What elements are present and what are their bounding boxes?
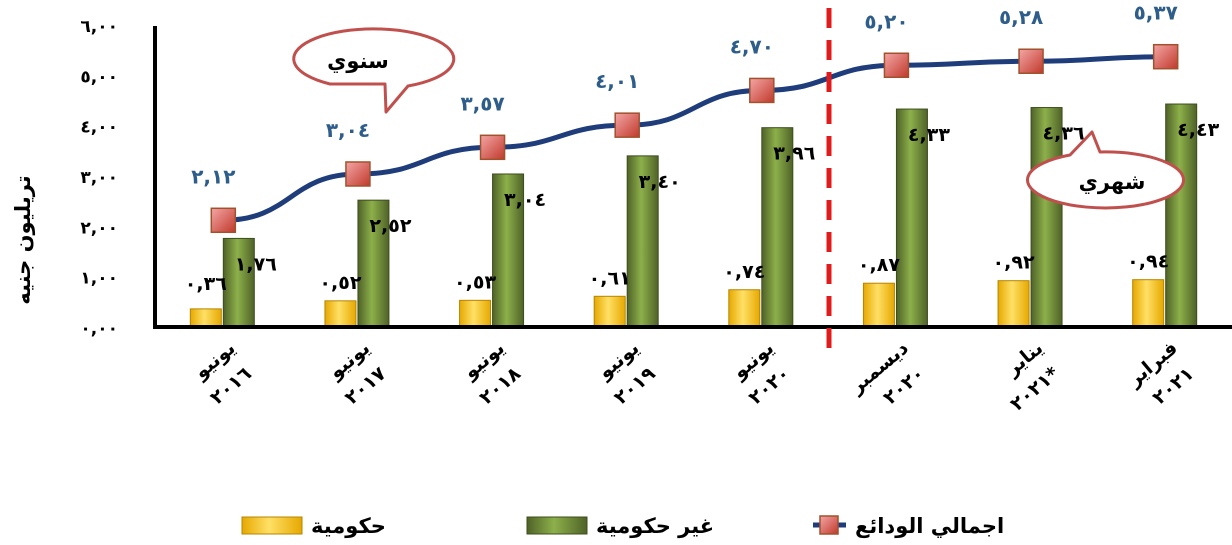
legend-label-nongov: غير حكومية — [596, 514, 714, 538]
y-axis-title: تريليون جنيه — [11, 175, 35, 304]
bar-gov-value-label: ٠,٧٤ — [723, 261, 765, 283]
total-deposits-value-label: ٣,٥٧ — [460, 91, 504, 115]
y-axis-title-text: تريليون جنيه — [11, 175, 35, 304]
bar-nongov — [626, 155, 659, 328]
legend-item-nongov: غير حكومية — [526, 514, 714, 538]
legend-item-gov: حكومية — [241, 514, 386, 538]
total-deposits-marker — [1018, 48, 1044, 74]
bar-nongov-value-label: ١,٧٦ — [235, 253, 277, 275]
total-deposits-value-label: ٥,٢٨ — [999, 5, 1043, 29]
legend-swatch-gov — [241, 516, 303, 535]
annotation-monthly: شهري — [1026, 130, 1185, 210]
legend-marker-swatch — [819, 515, 839, 535]
bar-gov — [459, 299, 492, 328]
legend-item-total: اجمالي الودائع — [813, 514, 1004, 538]
bar-nongov-value-label: ٣,٩٦ — [773, 143, 815, 165]
total-deposits-value-label: ٤,٠١ — [595, 69, 639, 93]
bar-gov-value-label: ٠,٩٢ — [993, 252, 1035, 274]
annotation-annual: سنوي — [292, 27, 456, 114]
y-axis-ticks: ٠,٠٠ ١,٠٠ ٢,٠٠ ٣,٠٠ ٤,٠٠ ٥,٠٠ ٦,٠٠ — [80, 17, 118, 339]
bar-gov — [324, 300, 357, 328]
bar-nongov — [357, 199, 390, 328]
total-deposits-marker — [479, 134, 506, 161]
bar-nongov-value-label: ٤,٣٣ — [908, 124, 950, 146]
y-tick-label: ٢,٠٠ — [80, 218, 118, 238]
bar-nongov — [761, 127, 794, 328]
total-deposits-marker — [883, 52, 910, 79]
bar-nongov — [222, 237, 255, 328]
bar-gov — [593, 295, 626, 328]
y-tick-label: ١,٠٠ — [80, 269, 118, 289]
total-deposits-marker — [614, 112, 640, 138]
y-tick-label: ٤,٠٠ — [80, 118, 118, 138]
y-tick-label: ٦,٠٠ — [80, 17, 118, 37]
bar-gov — [997, 280, 1030, 328]
annotation-monthly-bubble — [1026, 130, 1185, 210]
legend-label-gov: حكومية — [311, 514, 386, 538]
legend-label-total: اجمالي الودائع — [855, 514, 1004, 538]
total-deposits-marker — [345, 161, 371, 187]
bar-nongov — [895, 108, 928, 328]
bar-gov-value-label: ٠,٩٤ — [1127, 251, 1169, 273]
total-deposits-marker — [210, 207, 237, 234]
total-deposits-value-label: ٣,٠٤ — [326, 118, 370, 142]
annotation-monthly-text: شهري — [1079, 170, 1146, 195]
bar-nongov-value-label: ٤,٤٣ — [1177, 119, 1219, 141]
bar-nongov-value-label: ٣,٠٤ — [504, 189, 546, 211]
annotation-annual-bubble — [292, 27, 456, 114]
total-deposits-marker — [749, 77, 775, 104]
total-deposits-value-label: ٥,٢٠ — [864, 9, 908, 33]
total-deposits-value-label: ٤,٧٠ — [730, 34, 774, 58]
bars — [189, 103, 1198, 328]
legend-swatch-nongov — [526, 516, 588, 535]
total-deposits-series: ٢,١٢ ٣,٠٤ ٣,٥٧ ٤,٠١ ٤,٧٠ ٥,٢٠ ٥,٢٨ ٥,٣٧ — [191, 1, 1179, 234]
annotation-annual-text: سنوي — [327, 49, 389, 74]
bar-gov — [728, 289, 761, 328]
bar-gov-value-label: ٠,٣٦ — [185, 273, 227, 295]
total-deposits-value-label: ٢,١٢ — [191, 164, 235, 188]
bar-gov-value-label: ٠,٨٧ — [858, 254, 900, 276]
bar-gov-value-label: ٠,٥٣ — [454, 271, 496, 293]
bar-gov-value-label: ٠,٦١ — [589, 267, 631, 289]
bar-gov — [189, 308, 222, 328]
y-tick-label: ٥,٠٠ — [80, 67, 118, 87]
bar-gov — [862, 282, 895, 328]
bar-nongov-value-label: ٤,٣٦ — [1043, 123, 1085, 145]
bar-data-labels: ٠,٣٦ ١,٧٦ ٠,٥٢ ٢,٥٢ ٠,٥٣ ٣,٠٤ ٠,٦١ ٣,٤٠ ٠,٧٤ ٣,٩٦… — [185, 119, 1220, 295]
y-tick-label: ٣,٠٠ — [80, 168, 118, 188]
bar-gov-value-label: ٠,٥٢ — [319, 272, 361, 294]
legend: اجمالي الودائع غير حكومية حكومية — [241, 514, 1004, 538]
total-deposits-value-label: ٥,٣٧ — [1134, 1, 1178, 25]
total-deposits-marker — [1152, 43, 1179, 70]
bar-nongov-value-label: ٢,٥٢ — [369, 215, 411, 237]
y-tick-label: ٠,٠٠ — [80, 319, 118, 339]
bar-nongov — [1165, 103, 1198, 328]
bar-nongov-value-label: ٣,٤٠ — [639, 171, 681, 193]
bar-gov — [1132, 279, 1165, 328]
bar-nongov — [1030, 107, 1063, 328]
